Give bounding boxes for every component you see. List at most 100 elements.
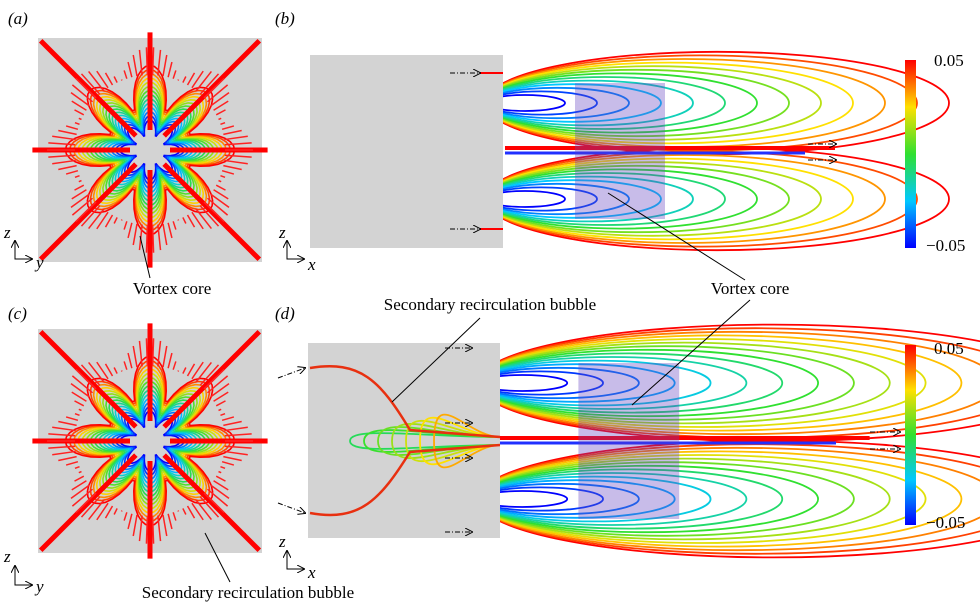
streamline [151, 338, 155, 367]
streamline [145, 338, 149, 367]
streamline [123, 361, 128, 370]
streamline [113, 217, 118, 224]
streamline [363, 429, 501, 453]
streamline [123, 221, 128, 230]
streamline [132, 223, 138, 246]
streamline [88, 208, 105, 230]
streamline [104, 72, 114, 86]
axis-label: z [278, 223, 286, 242]
streamline [476, 446, 980, 552]
streamline [221, 125, 235, 131]
streamline [220, 412, 226, 417]
streamline [182, 508, 187, 515]
streamline [223, 164, 242, 171]
axis-label: z [3, 223, 11, 242]
axis-label: x [307, 563, 316, 582]
streamline [210, 484, 230, 500]
streamline [38, 329, 138, 429]
domain [308, 343, 500, 538]
streamline [71, 84, 94, 103]
streamline [70, 484, 90, 500]
streamline [65, 416, 79, 422]
streamline [71, 189, 87, 200]
vortex-core [578, 363, 680, 519]
streamline [172, 221, 177, 230]
streamline [104, 505, 114, 519]
streamline [186, 72, 196, 86]
streamline [218, 179, 222, 183]
streamline [71, 100, 87, 111]
streamline [476, 439, 980, 559]
streamline [224, 445, 252, 449]
streamline [162, 54, 168, 77]
streamline [75, 201, 97, 223]
streamline [203, 492, 225, 514]
streamline [162, 345, 168, 368]
annotation: Vortex core [133, 279, 212, 298]
streamline [215, 109, 226, 116]
streamline [224, 142, 252, 146]
streamline [224, 433, 252, 437]
streamline [145, 47, 149, 76]
streamline [65, 169, 79, 175]
streamline [74, 400, 85, 407]
streamline [224, 154, 252, 158]
streamline [65, 125, 79, 131]
streamline [75, 368, 97, 390]
streamline [75, 77, 97, 99]
streamline [224, 135, 248, 141]
streamline [70, 382, 90, 398]
streamline [71, 488, 94, 507]
streamline [70, 91, 90, 107]
panel-label: (c) [8, 304, 27, 323]
streamline [74, 174, 80, 179]
streamline [182, 217, 187, 224]
axis-label: z [278, 532, 286, 551]
streamline [88, 499, 105, 521]
streamline [203, 77, 225, 99]
streamline [224, 450, 248, 456]
streamline [71, 197, 94, 216]
streamline [138, 515, 143, 542]
vortex-core [575, 83, 665, 219]
streamline [191, 361, 204, 380]
streamline [203, 368, 225, 390]
streamline [123, 70, 128, 79]
streamline [221, 416, 235, 422]
streamline [58, 164, 77, 171]
streamline [221, 169, 235, 175]
annotation: Vortex core [711, 279, 790, 298]
streamline [151, 515, 155, 544]
streamline [157, 49, 162, 76]
axis-indicators: z y z x z y z x [3, 223, 316, 596]
streamline [96, 361, 109, 380]
streamline [224, 159, 248, 165]
streamline [74, 184, 85, 191]
streamline [223, 455, 242, 462]
streamline [218, 117, 222, 121]
streamline [162, 162, 262, 262]
streamline [138, 49, 143, 76]
streamline [132, 345, 138, 368]
streamline [195, 208, 212, 230]
colorbar [905, 60, 916, 248]
streamline [210, 91, 230, 107]
streamline [199, 364, 220, 386]
streamline [157, 515, 162, 542]
streamline [88, 70, 105, 92]
streamline [96, 502, 109, 521]
streamline [223, 129, 242, 136]
streamline [71, 375, 94, 394]
streamline [65, 460, 79, 466]
streamline [58, 455, 77, 462]
streamline [52, 159, 76, 165]
streamline [127, 61, 133, 78]
streamline [162, 514, 168, 537]
streamline [213, 480, 229, 491]
colorbar-max: 0.05 [934, 51, 964, 70]
streamline [78, 408, 82, 412]
streamline [151, 47, 155, 76]
streamline [58, 129, 77, 136]
streamline [220, 121, 226, 126]
